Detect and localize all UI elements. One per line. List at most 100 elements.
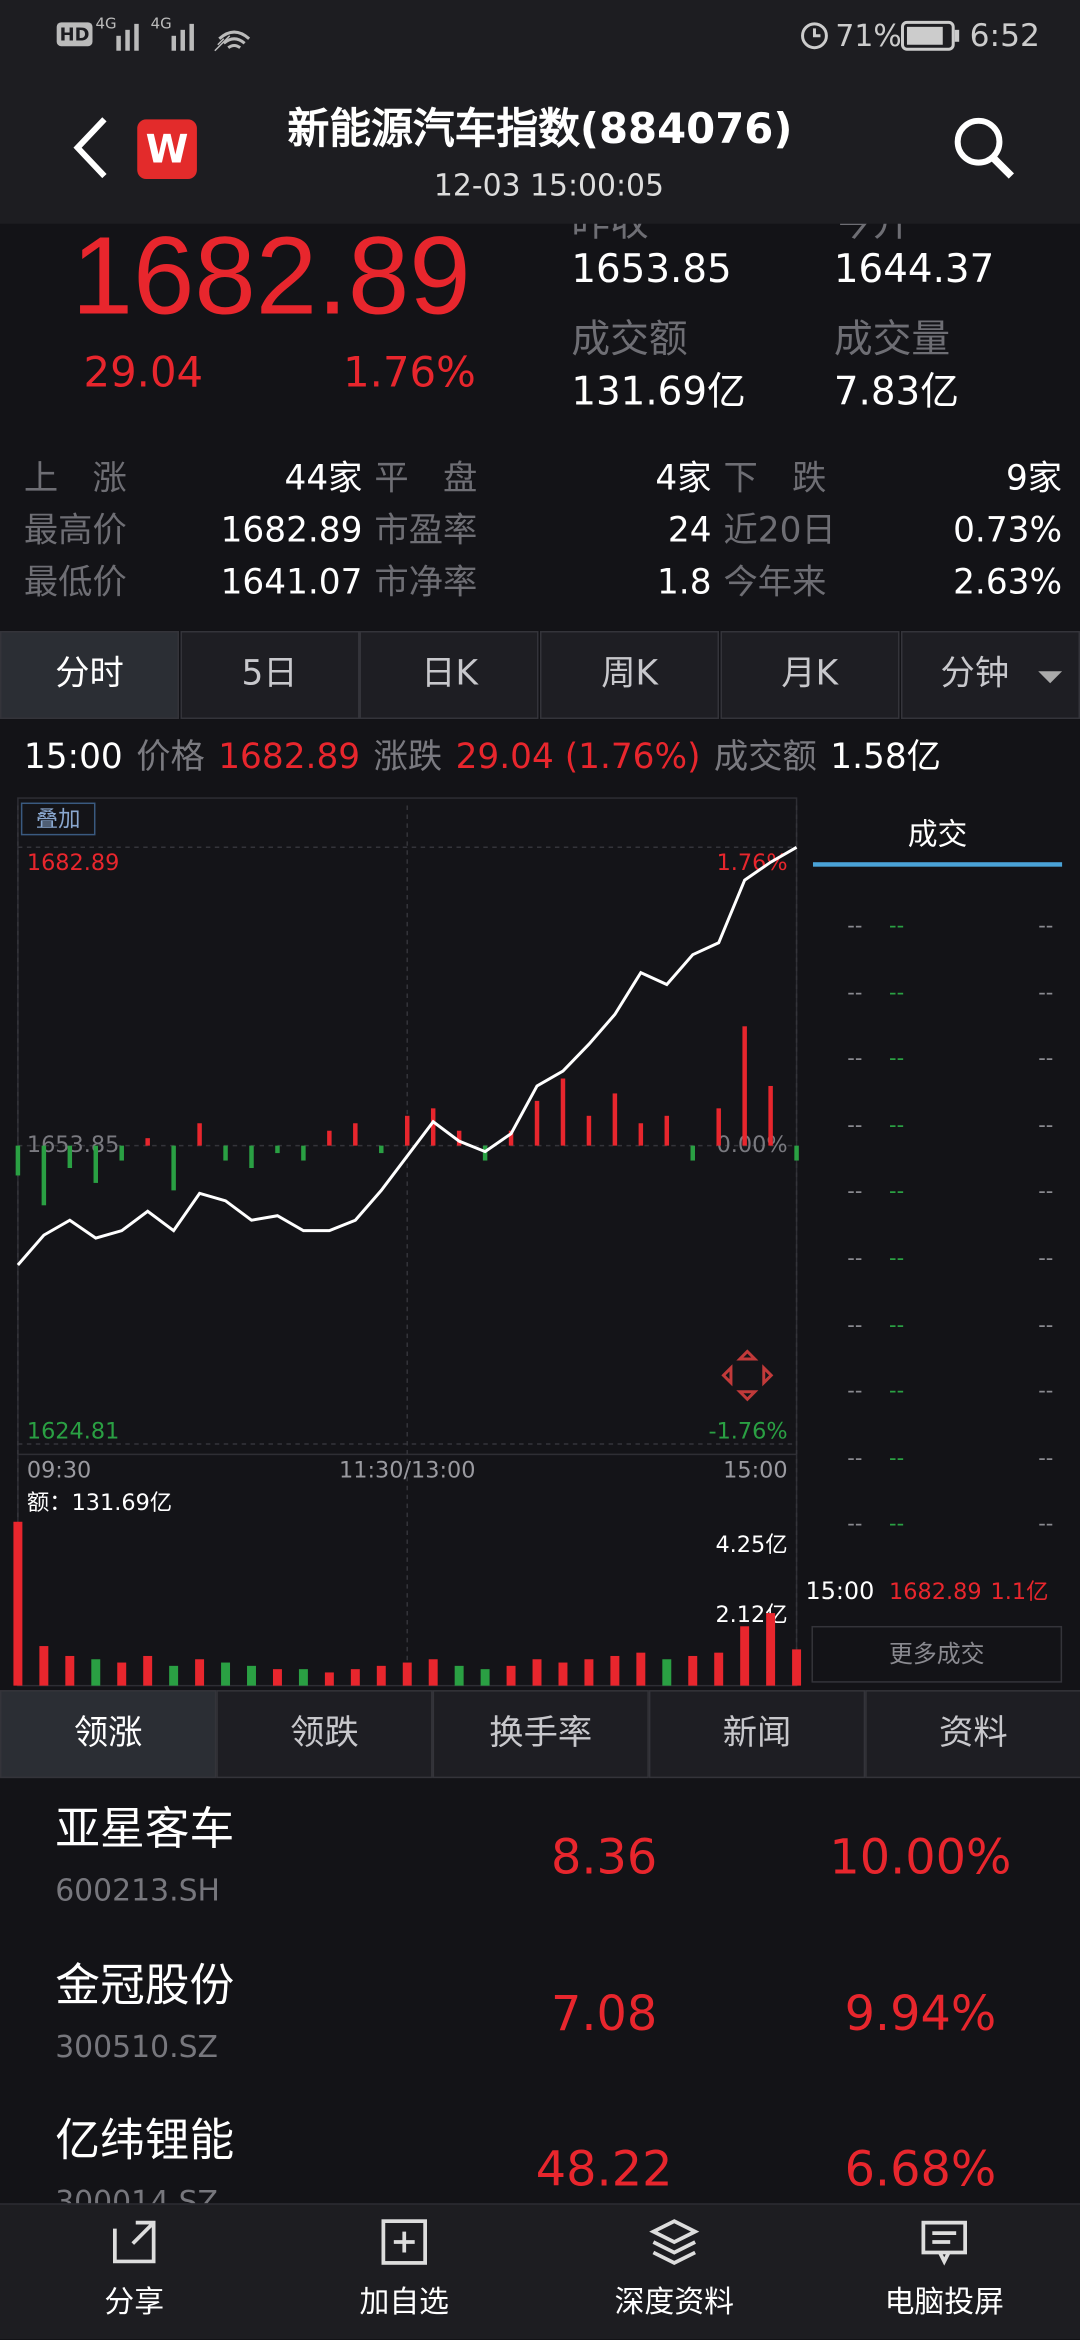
volume-bar xyxy=(402,1662,412,1686)
change: 29.04 xyxy=(83,347,204,397)
nav-icon[interactable] xyxy=(379,2217,430,2268)
stat-value: 44家 xyxy=(284,459,363,499)
info-amount-label: 成交额 xyxy=(713,738,817,778)
info-price: 1682.89 xyxy=(218,738,361,778)
volume-bar xyxy=(272,1669,282,1686)
volume-bar xyxy=(558,1662,568,1686)
last-price: 1682.89 xyxy=(71,213,471,338)
nav-label[interactable]: 分享 xyxy=(104,2283,165,2320)
flow-bar xyxy=(690,1145,695,1161)
flow-bar xyxy=(275,1145,280,1154)
y2-tick-label: -1.76% xyxy=(709,1419,788,1445)
field-value: 131.69亿 xyxy=(571,369,746,415)
flow-bar xyxy=(508,1130,514,1146)
volume-bar xyxy=(480,1669,490,1686)
flow-bar xyxy=(93,1145,99,1183)
field-label: 成交额 xyxy=(571,317,688,363)
stat-label: 上 涨 xyxy=(23,459,127,499)
trade-cell: -- xyxy=(1038,980,1054,1005)
stat-label: 下 跌 xyxy=(723,459,827,499)
trade-cell: -- xyxy=(847,1380,863,1404)
info-amount: 1.58亿 xyxy=(830,738,941,778)
list-tab[interactable]: 领跌 xyxy=(216,1690,433,1779)
volume-bar xyxy=(13,1521,23,1686)
flow-bar xyxy=(586,1115,592,1146)
nav-icon[interactable] xyxy=(109,2217,160,2268)
trade-cell: -- xyxy=(847,1047,863,1072)
volume-bar xyxy=(376,1665,386,1686)
nav-label[interactable]: 深度资料 xyxy=(614,2283,734,2320)
flow-bar xyxy=(612,1093,618,1146)
back-icon[interactable] xyxy=(73,117,107,179)
trade-cell: -- xyxy=(889,1047,905,1072)
hd-badge: HD xyxy=(56,22,93,47)
tab[interactable]: 月K xyxy=(720,630,900,720)
trade-cell: -- xyxy=(847,914,863,939)
flow-bar xyxy=(716,1108,721,1146)
y2-tick-label: 0.00% xyxy=(717,1132,788,1158)
stat-value: 9家 xyxy=(1005,459,1063,499)
overlay-button[interactable]: 叠加 xyxy=(20,802,96,836)
nav-label[interactable]: 加自选 xyxy=(359,2283,450,2320)
trade-cell: -- xyxy=(889,914,905,939)
flow-bar xyxy=(353,1123,358,1146)
trade-cell: -- xyxy=(847,1513,863,1538)
stock-price: 48.22 xyxy=(535,2140,673,2198)
dropdown-icon[interactable] xyxy=(1035,668,1065,686)
list-tab[interactable]: 资料 xyxy=(865,1690,1080,1779)
field-label: 成交量 xyxy=(833,317,951,363)
stock-price: 7.08 xyxy=(551,1984,658,2042)
volume-tick-label: 2.12亿 xyxy=(715,1602,787,1628)
flow-bar xyxy=(768,1085,773,1146)
info-change-label: 涨跌 xyxy=(373,738,443,778)
trade-cell: -- xyxy=(847,980,863,1005)
stat-label: 近20日 xyxy=(723,511,836,551)
y2-tick-label: 1.76% xyxy=(717,850,788,876)
volume-bar xyxy=(714,1652,724,1686)
trade-cell: -- xyxy=(889,1247,905,1271)
nav-label[interactable]: 电脑投屏 xyxy=(884,2283,1004,2320)
trade-cell: -- xyxy=(889,1380,905,1404)
search-icon[interactable] xyxy=(954,117,1003,166)
volume-bar xyxy=(740,1626,750,1686)
stat-value: 1.8 xyxy=(656,563,712,603)
flow-bar xyxy=(41,1145,47,1206)
stat-value: 24 xyxy=(667,511,712,551)
flow-bar xyxy=(223,1145,228,1161)
volume-label: 额：131.69亿 xyxy=(27,1490,172,1516)
trade-cell: -- xyxy=(889,980,905,1005)
info-time: 15:00 xyxy=(23,738,123,778)
flow-bar xyxy=(197,1123,202,1146)
tab[interactable]: 5日 xyxy=(180,630,360,720)
more-trades[interactable]: 更多成交 xyxy=(811,1625,1063,1683)
network: 4G xyxy=(150,16,172,33)
volume-bar xyxy=(91,1659,101,1686)
stat-label: 市净率 xyxy=(374,563,478,603)
flow-bar xyxy=(171,1145,176,1191)
tab[interactable]: 分时 xyxy=(0,630,180,720)
flow-bar xyxy=(145,1138,150,1146)
trade-cell: -- xyxy=(889,1180,905,1205)
y-tick-label: 1653.85 xyxy=(27,1132,119,1158)
list-tab[interactable]: 领涨 xyxy=(0,1690,217,1779)
list-tab[interactable]: 换手率 xyxy=(432,1690,649,1779)
flow-bar xyxy=(404,1115,410,1146)
stock-price: 8.36 xyxy=(551,1828,658,1886)
tab[interactable]: 周K xyxy=(540,630,720,720)
volume-bar xyxy=(636,1652,646,1686)
x-tick-label: 11:30/13:00 xyxy=(339,1457,475,1483)
expand-icon[interactable] xyxy=(721,1349,774,1402)
trade-cell: -- xyxy=(847,1313,863,1338)
chart: 1624.81 1653.85 1682.89 -1.76% 0.00% 1.76% 09:… xyxy=(13,797,1063,1687)
nav-icon[interactable] xyxy=(649,2217,700,2268)
nav-icon[interactable] xyxy=(919,2217,970,2268)
list-tab[interactable]: 新闻 xyxy=(648,1690,866,1779)
volume-bar xyxy=(532,1659,542,1686)
stat-label: 最高价 xyxy=(23,511,127,551)
x-tick-label: 15:00 xyxy=(723,1457,787,1483)
info-line: 15:00 价格 1682.89 涨跌 29.04 (1.76%) 成交额 1.58亿 xyxy=(24,741,941,775)
volume-bar xyxy=(324,1672,334,1686)
tab[interactable]: 日K xyxy=(360,630,540,720)
trade-cell: -- xyxy=(889,1313,905,1338)
